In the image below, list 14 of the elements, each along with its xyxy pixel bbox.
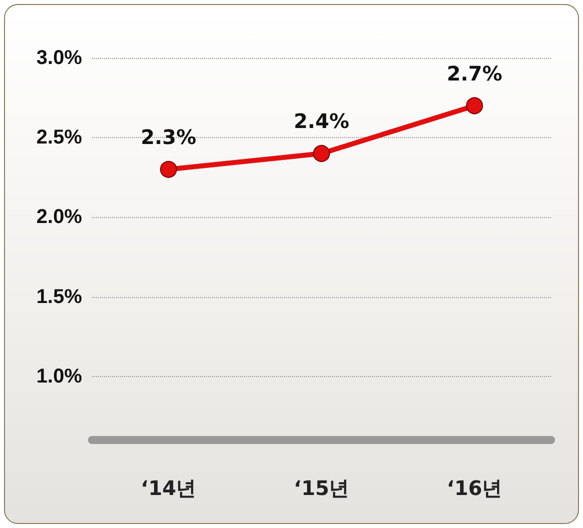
point [160, 160, 177, 178]
y-tick-label: 2.0% [36, 206, 82, 228]
y-tick-label: 2.5% [36, 126, 82, 149]
x-tick-label: ‘16년 [446, 476, 502, 500]
data-label: 2.7% [446, 61, 502, 86]
x-tick-label: ‘15년 [294, 476, 350, 500]
y-tick-label: 3.0% [36, 47, 82, 69]
point [313, 145, 330, 162]
x-tick-label: ‘14년 [140, 476, 196, 500]
point [466, 97, 483, 114]
y-tick-label: 1.5% [36, 286, 82, 308]
y-tick-label: 1.0% [36, 365, 82, 388]
data-label: 2.3% [140, 124, 196, 149]
data-label: 2.4% [294, 109, 350, 133]
